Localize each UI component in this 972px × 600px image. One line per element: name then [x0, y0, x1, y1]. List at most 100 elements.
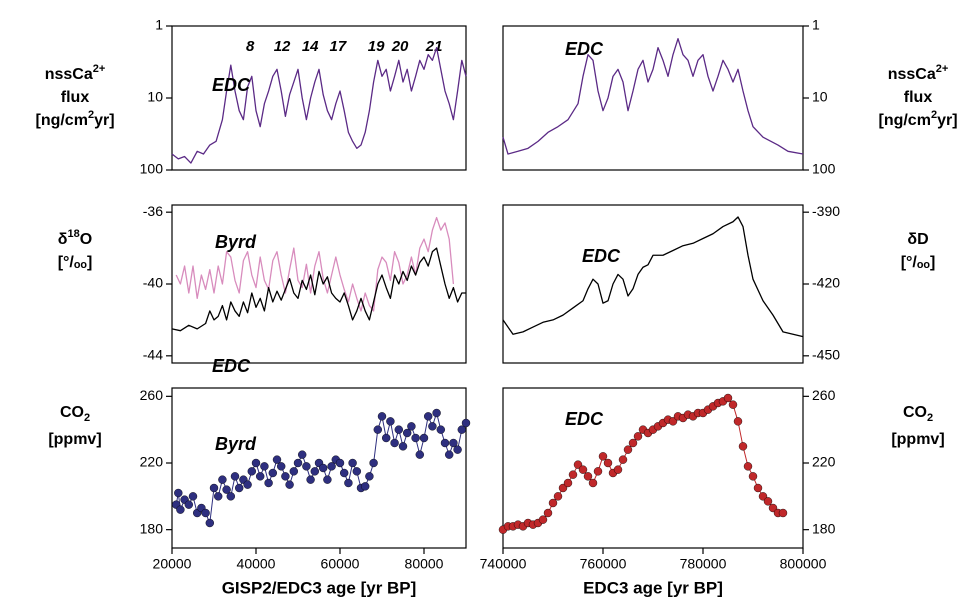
annotation: 17 — [330, 38, 347, 55]
data-point — [247, 467, 257, 476]
x-tick-label: 760000 — [580, 556, 627, 572]
data-point — [335, 458, 345, 468]
y-axis-label: nssCa2+​ — [888, 63, 949, 83]
x-axis-label: EDC3 age [yr BP] — [583, 578, 723, 597]
data-point — [365, 472, 374, 481]
label-text: yr] — [94, 112, 114, 129]
data-point — [226, 492, 236, 501]
y-tick-label: 10 — [812, 89, 828, 105]
data-point — [327, 462, 336, 471]
series-line — [502, 216, 804, 338]
series-line — [502, 38, 804, 155]
y-tick-label: 100 — [140, 161, 164, 177]
y-axis-label: [ng/cm2​yr] — [878, 109, 957, 129]
data-point — [538, 515, 548, 524]
label-text: flux — [904, 89, 933, 106]
data-point — [758, 492, 768, 501]
label-text: [ng/cm — [878, 112, 930, 129]
series-label: EDC — [582, 246, 621, 266]
annotation: 8 — [246, 38, 255, 55]
data-point — [578, 465, 588, 474]
data-point — [188, 492, 198, 501]
annotation: 19 — [368, 38, 385, 55]
data-point — [268, 468, 277, 478]
label-text: nssCa — [45, 66, 93, 83]
data-point — [733, 417, 743, 426]
x-axis-label: GISP2/EDC3 age [yr BP] — [222, 578, 417, 597]
series-label: EDC — [212, 75, 251, 95]
y-tick-label: -36 — [143, 203, 163, 219]
data-point — [306, 475, 315, 484]
y-tick-label: -420 — [812, 275, 840, 291]
data-point — [436, 425, 445, 434]
data-point — [243, 480, 252, 489]
data-point — [748, 472, 758, 481]
label-text: [°/ₒₒ] — [901, 254, 936, 271]
data-point — [461, 418, 471, 428]
label-text: CO — [60, 404, 84, 421]
series-line — [175, 216, 455, 312]
series-label: EDC — [565, 409, 604, 429]
data-point — [361, 482, 370, 491]
data-point — [598, 452, 608, 461]
superscript: 18 — [68, 228, 80, 240]
data-point — [218, 475, 227, 484]
plot-frame — [171, 25, 467, 171]
y-tick-label: 220 — [812, 454, 836, 470]
data-point — [618, 455, 628, 464]
data-point — [768, 503, 778, 513]
x-tick-label: 20000 — [153, 556, 192, 572]
data-point — [415, 450, 424, 459]
data-point — [264, 478, 273, 488]
data-point — [623, 445, 633, 454]
data-point — [424, 412, 433, 421]
series-line — [171, 47, 467, 164]
data-point — [251, 458, 261, 468]
y-axis-label: δ18​O — [58, 228, 92, 248]
data-point — [298, 450, 307, 459]
data-point — [176, 505, 185, 514]
data-point — [419, 433, 429, 443]
plot-frame — [502, 204, 804, 364]
y-axis-label: [ng/cm2​yr] — [35, 109, 114, 129]
x-tick-label: 40000 — [237, 556, 276, 572]
annotation: 12 — [274, 38, 291, 55]
data-point — [213, 492, 223, 501]
x-tick-label: 780000 — [680, 556, 727, 572]
data-point — [593, 467, 603, 476]
data-point — [310, 467, 319, 476]
data-point — [633, 432, 643, 441]
data-point — [558, 483, 568, 493]
plot-frame — [502, 387, 804, 549]
label-text: [ppmv] — [48, 431, 101, 448]
data-point — [373, 425, 382, 434]
data-point — [778, 508, 788, 518]
y-axis-label: flux — [61, 89, 90, 106]
data-point — [377, 412, 387, 421]
data-point — [205, 518, 215, 528]
data-point — [743, 462, 753, 471]
data-point — [411, 433, 420, 443]
data-point — [588, 478, 598, 488]
data-point — [453, 445, 462, 454]
series-label: EDC — [565, 39, 604, 59]
data-point — [230, 472, 240, 481]
annotation: 14 — [302, 38, 319, 55]
data-point — [543, 508, 553, 518]
label-text: δ — [58, 231, 68, 248]
data-point — [289, 467, 298, 476]
y-axis-label: [°/ₒₒ] — [901, 254, 936, 271]
data-point — [432, 408, 441, 418]
label-text: O — [80, 231, 92, 248]
data-point — [390, 438, 399, 448]
y-axis-label: nssCa2+​ — [45, 63, 106, 83]
plot-frame — [171, 204, 467, 364]
data-point — [201, 508, 210, 518]
data-point — [583, 472, 593, 481]
y-axis-label: [ppmv] — [48, 431, 101, 448]
y-tick-label: 1 — [812, 17, 820, 33]
data-point — [302, 462, 311, 471]
label-text: δD — [907, 231, 928, 248]
series-line — [502, 397, 783, 531]
data-point — [613, 465, 623, 474]
